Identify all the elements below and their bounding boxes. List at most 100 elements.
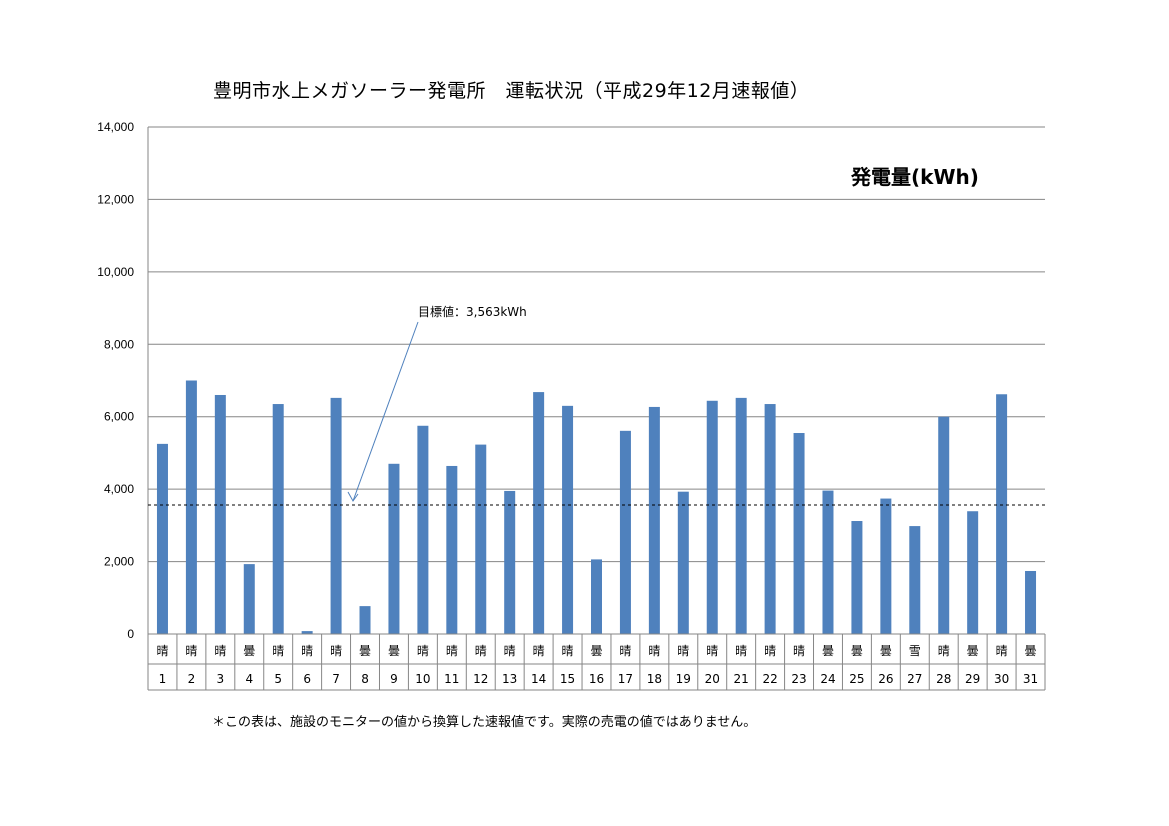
day-label: 9 [390,672,398,686]
bar-day-30 [996,394,1008,634]
weather-cell: 晴 [648,644,660,658]
y-tick-label: 8,000 [104,337,134,351]
day-label: 8 [361,672,369,686]
bar-day-1 [156,443,168,634]
weather-cell: 晴 [938,644,950,658]
bar-day-21 [735,397,747,634]
weather-cell: 晴 [330,644,342,658]
weather-cell: 曇 [822,644,834,658]
bar-day-31 [1025,570,1037,634]
weather-cell: 晴 [735,644,747,658]
day-label: 13 [502,672,517,686]
weather-cell: 晴 [185,644,197,658]
bar-day-14 [533,392,545,634]
day-label: 6 [303,672,311,686]
bar-day-23 [793,433,805,634]
weather-cell: 曇 [967,644,979,658]
bar-day-8 [359,606,371,634]
day-label: 4 [245,672,253,686]
day-label: 12 [473,672,488,686]
day-label: 11 [444,672,459,686]
day-label: 5 [274,672,282,686]
weather-cell: 晴 [417,644,429,658]
weather-cell: 晴 [996,644,1008,658]
bar-day-11 [446,465,458,634]
day-label: 27 [907,672,922,686]
weather-cell: 晴 [562,644,574,658]
bar-day-28 [938,416,950,634]
day-label: 24 [820,672,835,686]
weather-cell: 晴 [156,644,168,658]
weather-cell: 晴 [619,644,631,658]
target-arrow [352,321,419,502]
weather-cell: 晴 [475,644,487,658]
bar-day-17 [619,430,631,634]
weather-cell: 曇 [880,644,892,658]
y-tick-label: 10,000 [97,265,134,279]
weather-cell: 晴 [793,644,805,658]
day-label: 22 [762,672,777,686]
bar-day-27 [909,526,921,634]
weather-cell: 晴 [764,644,776,658]
weather-cell: 曇 [851,644,863,658]
bar-day-26 [880,498,892,634]
bar-day-18 [648,406,660,634]
day-label: 28 [936,672,951,686]
weather-cell: 晴 [533,644,545,658]
day-label: 19 [676,672,691,686]
weather-cell: 晴 [446,644,458,658]
day-label: 26 [878,672,893,686]
day-label: 25 [849,672,864,686]
bar-day-22 [764,404,776,634]
y-tick-label: 12,000 [97,192,134,206]
day-label: 1 [159,672,167,686]
bar-day-2 [185,380,197,634]
day-label: 30 [994,672,1009,686]
weather-cell: 雪 [909,644,921,658]
weather-cell: 曇 [243,644,255,658]
bar-day-3 [214,394,226,634]
weather-cell: 晴 [301,644,313,658]
chart-title: 豊明市水上メガソーラー発電所 運転状況（平成29年12月速報値） [213,80,810,102]
y-tick-label: 14,000 [97,120,134,134]
bar-day-9 [388,463,400,634]
bar-day-19 [677,491,689,634]
weather-cell: 曇 [1025,644,1037,658]
bar-day-12 [475,444,487,634]
weather-cell: 曇 [359,644,371,658]
day-label: 2 [188,672,196,686]
y-tick-label: 6,000 [104,410,134,424]
bar-day-10 [417,425,429,634]
series-label: 発電量(kWh) [851,165,979,189]
weather-cell: 晴 [677,644,689,658]
bar-day-7 [330,397,342,634]
day-label: 20 [705,672,720,686]
bar-day-4 [243,564,255,634]
target-label: 目標値：3,563kWh [418,304,527,319]
day-label: 17 [618,672,633,686]
bar-day-15 [562,405,574,634]
day-label: 14 [531,672,546,686]
bar-day-13 [504,490,516,634]
y-tick-label: 2,000 [104,555,134,569]
weather-cell: 曇 [388,644,400,658]
bar-day-29 [967,511,979,634]
bar-day-25 [851,521,863,634]
day-label: 16 [589,672,604,686]
bar-day-6 [301,631,313,634]
bar-day-5 [272,404,284,634]
weather-cell: 曇 [590,644,602,658]
footnote: ＊この表は、施設のモニターの値から換算した速報値です。実際の売電の値ではありませ… [212,715,757,730]
day-label: 31 [1023,672,1038,686]
weather-cell: 晴 [504,644,516,658]
y-tick-label: 4,000 [104,482,134,496]
day-label: 3 [217,672,225,686]
day-label: 15 [560,672,575,686]
day-label: 23 [791,672,806,686]
day-label: 18 [647,672,662,686]
weather-cell: 晴 [214,644,226,658]
bar-day-16 [591,559,602,634]
day-label: 21 [734,672,749,686]
weather-cell: 晴 [272,644,284,658]
